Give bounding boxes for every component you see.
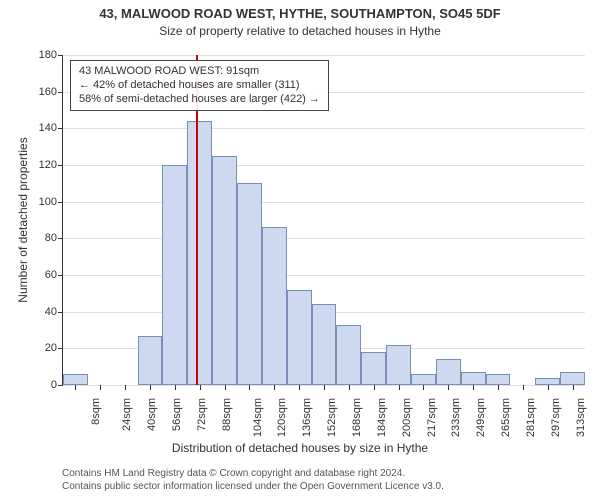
histogram-bar — [262, 227, 287, 385]
x-tick — [274, 385, 275, 390]
x-tick-label: 281sqm — [525, 398, 537, 437]
x-tick — [349, 385, 350, 390]
x-tick-label: 88sqm — [221, 398, 233, 431]
chart-subtitle: Size of property relative to detached ho… — [0, 24, 600, 38]
footer-line-1: Contains HM Land Registry data © Crown c… — [62, 468, 405, 479]
x-tick — [548, 385, 549, 390]
annotation-line: 58% of semi-detached houses are larger (… — [79, 93, 320, 107]
x-axis-label: Distribution of detached houses by size … — [0, 441, 600, 455]
grid-line — [63, 275, 585, 276]
y-tick — [58, 55, 63, 56]
x-tick-label: 56sqm — [171, 398, 183, 431]
x-tick — [299, 385, 300, 390]
annotation-line: ← 42% of detached houses are smaller (31… — [79, 79, 320, 93]
y-tick — [58, 312, 63, 313]
x-tick-label: 297sqm — [550, 398, 562, 437]
y-tick-label: 120 — [39, 159, 57, 171]
grid-line — [63, 202, 585, 203]
x-tick-label: 249sqm — [475, 398, 487, 437]
histogram-bar — [386, 345, 411, 385]
x-tick-label: 24sqm — [121, 398, 133, 431]
x-tick — [573, 385, 574, 390]
histogram-bar — [287, 290, 312, 385]
histogram-bar — [138, 336, 163, 386]
y-tick-label: 80 — [45, 232, 57, 244]
histogram-bar — [560, 372, 585, 385]
x-tick-label: 217sqm — [426, 398, 438, 437]
y-tick-label: 0 — [51, 379, 57, 391]
x-tick — [399, 385, 400, 390]
histogram-bar — [461, 372, 486, 385]
x-tick — [75, 385, 76, 390]
y-tick-label: 140 — [39, 122, 57, 134]
x-tick-label: 200sqm — [401, 398, 413, 437]
histogram-bar — [411, 374, 436, 385]
grid-line — [63, 128, 585, 129]
y-tick-label: 180 — [39, 49, 57, 61]
y-tick-label: 20 — [45, 342, 57, 354]
x-tick — [448, 385, 449, 390]
x-tick — [125, 385, 126, 390]
x-tick-label: 152sqm — [326, 398, 338, 437]
annotation-line: 43 MALWOOD ROAD WEST: 91sqm — [79, 65, 320, 79]
y-tick — [58, 348, 63, 349]
histogram-bar — [187, 121, 212, 385]
y-tick-label: 40 — [45, 306, 57, 318]
y-tick — [58, 128, 63, 129]
histogram-bar — [312, 304, 337, 385]
x-tick — [200, 385, 201, 390]
x-tick-label: 104sqm — [252, 398, 264, 437]
x-tick — [225, 385, 226, 390]
histogram-bar — [162, 165, 187, 385]
x-tick — [374, 385, 375, 390]
histogram-bar — [63, 374, 88, 385]
x-tick — [523, 385, 524, 390]
x-tick — [324, 385, 325, 390]
grid-line — [63, 165, 585, 166]
histogram-bar — [237, 183, 262, 385]
y-tick — [58, 238, 63, 239]
y-tick-label: 60 — [45, 269, 57, 281]
x-tick-label: 265sqm — [500, 398, 512, 437]
histogram-bar — [486, 374, 511, 385]
histogram-bar — [212, 156, 237, 385]
y-axis-label: Number of detached properties — [16, 55, 30, 385]
histogram-bar — [361, 352, 386, 385]
x-tick — [498, 385, 499, 390]
x-tick — [175, 385, 176, 390]
x-tick — [473, 385, 474, 390]
grid-line — [63, 55, 585, 56]
y-tick — [58, 275, 63, 276]
histogram-bar — [436, 359, 461, 385]
chart-title: 43, MALWOOD ROAD WEST, HYTHE, SOUTHAMPTO… — [0, 6, 600, 21]
x-tick-label: 136sqm — [301, 398, 313, 437]
x-tick-label: 233sqm — [451, 398, 463, 437]
x-tick — [249, 385, 250, 390]
y-tick — [58, 385, 63, 386]
x-tick-label: 72sqm — [196, 398, 208, 431]
x-tick-label: 8sqm — [90, 398, 102, 425]
histogram-bar — [336, 325, 361, 386]
y-tick-label: 100 — [39, 196, 57, 208]
y-tick-label: 160 — [39, 86, 57, 98]
y-tick — [58, 92, 63, 93]
grid-line — [63, 238, 585, 239]
property-annotation: 43 MALWOOD ROAD WEST: 91sqm← 42% of deta… — [70, 60, 329, 111]
x-tick — [150, 385, 151, 390]
x-tick-label: 168sqm — [351, 398, 363, 437]
x-tick-label: 120sqm — [277, 398, 289, 437]
y-tick — [58, 202, 63, 203]
x-tick — [423, 385, 424, 390]
x-tick — [100, 385, 101, 390]
histogram-bar — [535, 378, 560, 385]
footer-line-2: Contains public sector information licen… — [62, 481, 444, 492]
y-tick — [58, 165, 63, 166]
x-tick-label: 313sqm — [575, 398, 587, 437]
x-tick-label: 184sqm — [376, 398, 388, 437]
x-tick-label: 40sqm — [146, 398, 158, 431]
